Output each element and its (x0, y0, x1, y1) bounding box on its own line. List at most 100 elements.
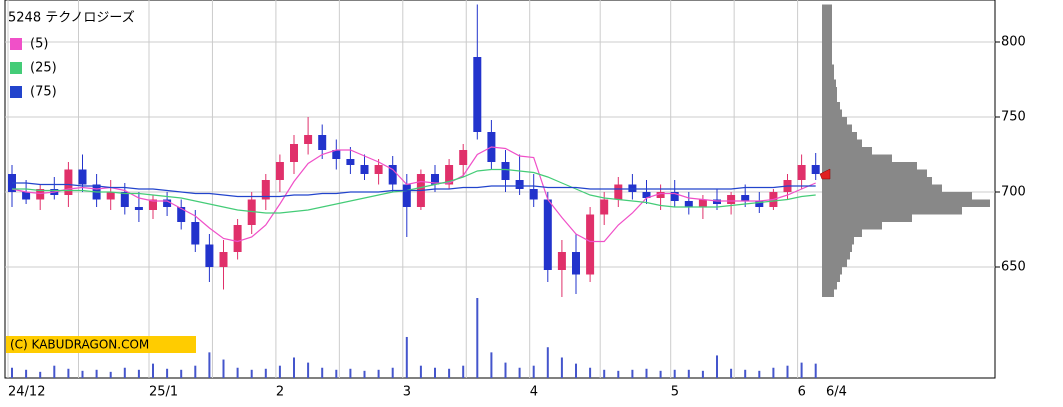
volume-bar (166, 368, 169, 378)
legend-swatch (10, 86, 22, 98)
profile-bar (822, 207, 962, 215)
candle-body (727, 195, 736, 204)
candle-body (22, 192, 31, 200)
volume-bar (25, 369, 28, 378)
copyright-bg (6, 336, 196, 353)
volume-bar (321, 367, 324, 378)
profile-bar (822, 147, 872, 155)
candle-body (670, 192, 679, 201)
candle-body (543, 199, 552, 270)
candle-body (628, 184, 637, 192)
legend-label: (75) (30, 85, 57, 100)
volume-bar (11, 367, 13, 378)
profile-bar (822, 57, 832, 65)
profile-bar (822, 259, 847, 267)
candle-body (797, 165, 806, 180)
candle-body (134, 207, 143, 210)
volume-bar (419, 365, 422, 378)
candle-body (318, 135, 327, 150)
profile-bar (822, 162, 917, 170)
profile-bar (822, 184, 942, 192)
candle-body (684, 201, 693, 207)
candle-body (149, 199, 157, 210)
x-tick-label: 5 (671, 385, 679, 400)
profile-bar (822, 199, 990, 207)
candle-body (388, 165, 397, 185)
profile-bar (822, 267, 842, 275)
profile-bar (822, 289, 834, 297)
candle-body (346, 159, 355, 165)
profile-bar (822, 229, 862, 237)
candle-body (332, 150, 341, 159)
volume-bar (180, 369, 183, 378)
candle-body (205, 244, 214, 267)
candle-body (713, 199, 721, 204)
candle-body (261, 180, 270, 200)
volume-bar (814, 363, 817, 378)
volume-bar (617, 370, 620, 378)
volume-bar (137, 369, 140, 378)
volume-bar (716, 355, 718, 378)
profile-bar (822, 94, 837, 102)
profile-bar (822, 139, 862, 147)
candle-body (36, 189, 45, 200)
chart-title: 5248 テクノロジーズ (8, 10, 135, 26)
volume-bar (152, 363, 154, 378)
ma-line (11, 146, 816, 243)
y-tick-label: 800 (1001, 35, 1026, 50)
candle-body (120, 192, 129, 207)
x-tick-label: 24/12 (8, 385, 45, 400)
volume-bar (377, 369, 380, 378)
candle-body (741, 195, 750, 201)
legend-swatch (10, 62, 22, 74)
candle-body (586, 214, 595, 275)
profile-bar (822, 244, 852, 252)
profile-bar (822, 169, 927, 177)
volume-bar (39, 371, 42, 378)
profile-bar (822, 154, 892, 162)
profile-bar (822, 4, 832, 12)
candle-body (177, 207, 186, 222)
volume-bar (53, 365, 56, 378)
profile-bar (822, 274, 840, 282)
volume-bar (208, 352, 211, 378)
profile-bar (822, 79, 836, 87)
candle-body (64, 169, 73, 195)
candle-body (515, 180, 524, 189)
volume-bar (560, 357, 563, 378)
volume-bar (490, 352, 493, 378)
volume-bar (786, 365, 789, 378)
candle-body (219, 252, 228, 267)
volume-bar (631, 369, 634, 378)
candle-body (600, 199, 609, 215)
profile-bar (822, 177, 932, 185)
volume-bar (236, 367, 239, 378)
volume-bar (95, 369, 98, 378)
candle-body (557, 252, 566, 270)
profile-bar (822, 72, 834, 80)
profile-bar (822, 64, 834, 72)
candle-body (163, 199, 172, 207)
profile-bar (822, 19, 832, 27)
candle-body (402, 184, 411, 207)
legend-swatch (10, 38, 22, 50)
copyright: (C) KABUDRAGON.COM (10, 338, 149, 352)
volume-bar (81, 370, 84, 378)
profile-bar (822, 109, 842, 117)
volume-bar (264, 368, 267, 378)
profile-bar (822, 124, 852, 132)
volume-bar (730, 368, 733, 378)
profile-bar (822, 132, 857, 140)
profile-bar (822, 237, 854, 245)
ma-line (12, 168, 816, 214)
candle-body (529, 189, 538, 200)
volume-bar (800, 362, 803, 378)
profile-bar (822, 12, 832, 20)
candle-body (191, 222, 200, 245)
profile-bar (822, 214, 912, 222)
profile-bar (822, 102, 840, 110)
candle-body (431, 174, 439, 185)
profile-bar (822, 282, 837, 290)
profile-bar (822, 252, 850, 260)
y-tick-label: 750 (1001, 110, 1026, 125)
